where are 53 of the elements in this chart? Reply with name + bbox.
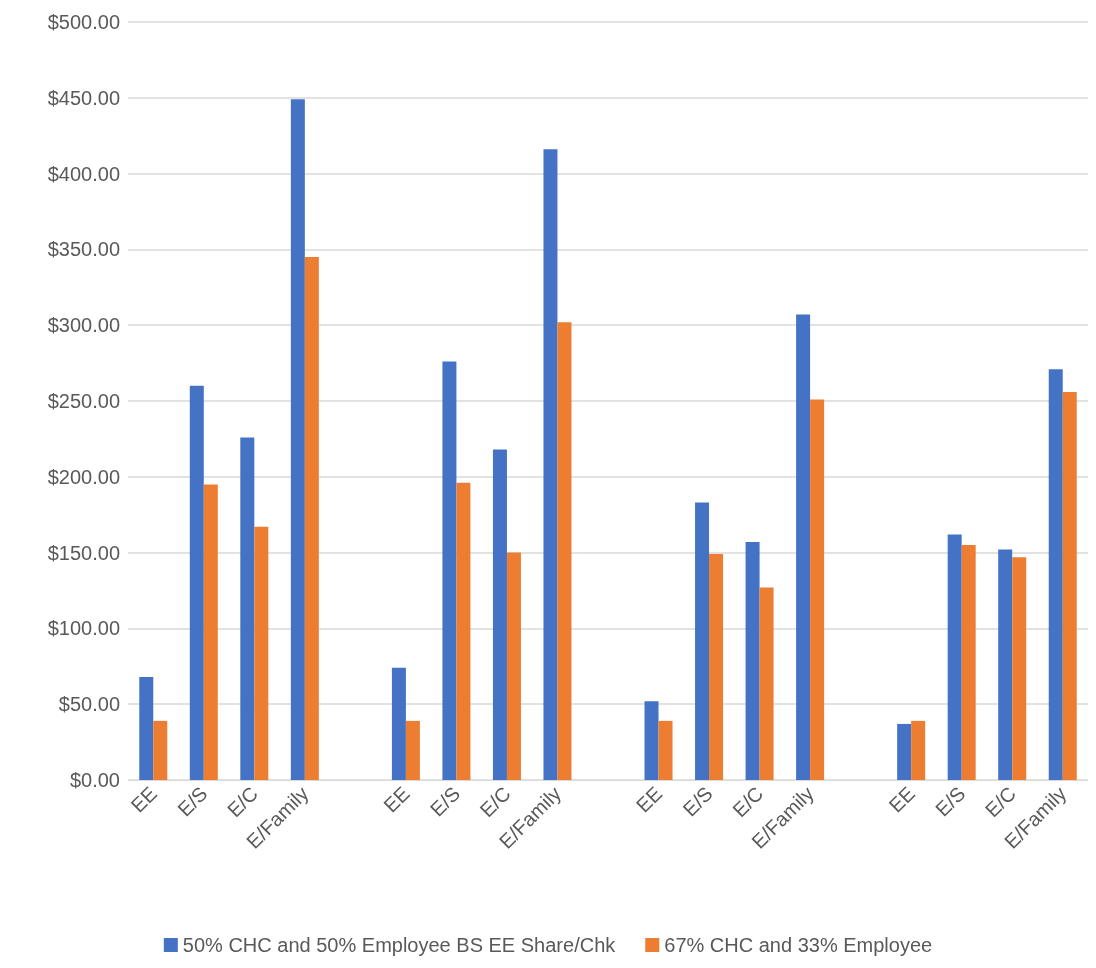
y-tick-label: $250.00 [47, 390, 120, 412]
y-tick-label: $0.00 [69, 769, 120, 791]
bar [557, 322, 572, 780]
bar [203, 484, 218, 780]
bar [759, 587, 774, 780]
bar [810, 399, 825, 780]
bar [290, 99, 305, 780]
bar [658, 720, 673, 780]
bar [506, 552, 521, 780]
y-tick-label: $50.00 [58, 693, 120, 716]
bar [897, 723, 912, 780]
x-tick-label: E/S [931, 782, 970, 821]
y-tick-label: $300.00 [47, 314, 120, 337]
bar [153, 720, 168, 780]
x-tick-label: E/S [425, 782, 465, 821]
legend-label: 50% CHC and 50% Employee BS EE Share/Chk [182, 934, 617, 956]
bar [695, 502, 710, 780]
bar [796, 314, 811, 780]
y-tick-label: $500.00 [47, 11, 120, 33]
bar [254, 526, 269, 780]
bar [391, 667, 406, 780]
bar [405, 720, 420, 780]
x-tick-label: E/S [173, 782, 212, 821]
y-tick-label: $100.00 [47, 617, 120, 640]
bar [240, 437, 255, 780]
x-tick-label: EE [631, 782, 667, 817]
y-tick-label: $450.00 [47, 86, 120, 109]
bar [1012, 557, 1027, 780]
bar [492, 449, 507, 780]
x-tick-label: EE [126, 782, 162, 817]
bar [456, 482, 471, 780]
bar [543, 149, 558, 780]
bar [644, 701, 659, 780]
bar [911, 720, 926, 780]
bar [961, 545, 976, 780]
legend-label: 67% CHC and 33% Employee [664, 934, 933, 956]
bar [139, 676, 154, 780]
bar [1062, 391, 1077, 780]
y-tick-label: $400.00 [47, 162, 120, 185]
bar [709, 554, 724, 780]
bar [442, 361, 457, 780]
bar [998, 549, 1013, 780]
y-tick-label: $350.00 [47, 238, 120, 261]
x-tick-label: EE [379, 782, 414, 817]
y-tick-label: $200.00 [47, 465, 120, 488]
bar [189, 385, 204, 780]
x-tick-label: EE [884, 782, 919, 817]
bar [745, 541, 760, 780]
x-tick-label: E/S [678, 782, 717, 821]
bar [947, 534, 962, 780]
bar [1048, 369, 1063, 780]
y-tick-label: $150.00 [47, 541, 120, 564]
bar [304, 256, 319, 780]
